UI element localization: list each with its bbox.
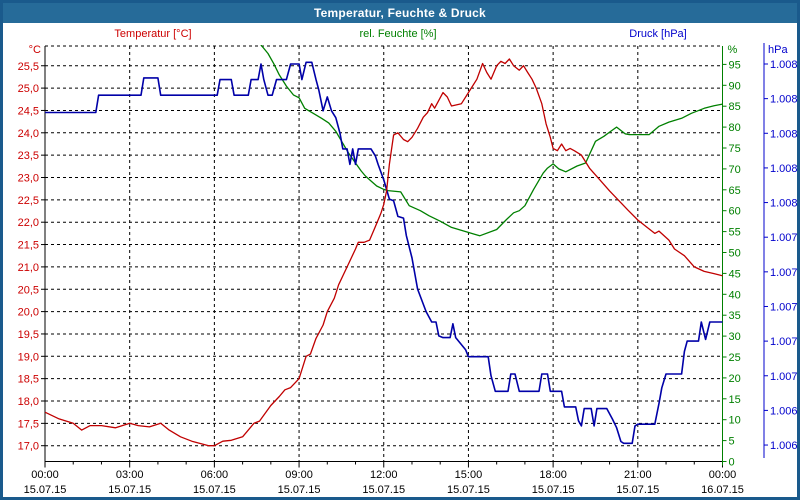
- left-axis-unit: °C: [29, 44, 41, 56]
- tick-label: 45: [729, 268, 741, 280]
- right-axis-pressure: hPa 1.008 1.008 1.008 1.008 1.008 1.007 1.007 1.…: [763, 43, 798, 458]
- x-tick-date: 15.07.15: [193, 484, 236, 496]
- tick-label: 1.008: [770, 94, 798, 106]
- humidity-axis-unit: %: [728, 44, 738, 56]
- tick-label: 85: [729, 101, 741, 113]
- tick-label: 24,5: [18, 105, 39, 117]
- x-tick-time: 03:00: [116, 469, 144, 481]
- x-tick-time: 00:00: [31, 469, 59, 481]
- tick-label: 40: [729, 289, 741, 301]
- chart-plot: °C 25,5 25,0 24,5 24,0 23,5 23,0 22,5 22,0 21,5 21…: [18, 43, 798, 496]
- tick-label: 1.006: [770, 405, 798, 417]
- tick-label: 0: [729, 457, 735, 469]
- tick-label: 70: [729, 164, 741, 176]
- tick-label: 20,0: [18, 307, 39, 319]
- humidity-line: [260, 45, 723, 237]
- tick-label: 95: [729, 59, 741, 71]
- tick-label: 5: [729, 436, 735, 448]
- x-tick-time: 15:00: [455, 469, 483, 481]
- tick-label: 20: [729, 373, 741, 385]
- legend-temperature: Temperatur [°C]: [114, 28, 192, 40]
- x-tick-date: 15.07.15: [278, 484, 321, 496]
- x-tick-time: 00:00: [709, 469, 737, 481]
- x-tick-date: 15.07.15: [362, 484, 405, 496]
- tick-label: 1.007: [770, 336, 798, 348]
- left-axis-temperature: °C 25,5 25,0 24,5 24,0 23,5 23,0 22,5 22,0 21,5 21…: [18, 44, 46, 462]
- tick-label: 1.006: [770, 440, 798, 452]
- tick-label: 75: [729, 143, 741, 155]
- tick-label: 1.008: [770, 163, 798, 175]
- tick-label: 1.008: [770, 128, 798, 140]
- tick-label: 18,5: [18, 374, 39, 386]
- tick-label: 19,0: [18, 351, 39, 363]
- tick-label: 23,0: [18, 173, 39, 185]
- tick-label: 1.007: [770, 267, 798, 279]
- tick-label: 55: [729, 227, 741, 239]
- pressure-line: [45, 61, 723, 445]
- tick-label: 50: [729, 248, 741, 260]
- tick-label: 90: [729, 80, 741, 92]
- window-title: Temperatur, Feuchte & Druck: [314, 6, 486, 20]
- x-tick-time: 09:00: [285, 469, 313, 481]
- window-titlebar: Temperatur, Feuchte & Druck: [3, 3, 797, 23]
- tick-label: 1.008: [770, 59, 798, 71]
- tick-label: 1.007: [770, 301, 798, 313]
- x-tick-time: 21:00: [624, 469, 652, 481]
- legend-pressure: Druck [hPa]: [629, 28, 687, 40]
- x-axis-time: 00:00 15.07.15 03:00 15.07.15 06:00 15.07.15 0…: [24, 461, 744, 496]
- series: [45, 45, 723, 447]
- x-tick-time: 18:00: [539, 469, 567, 481]
- tick-label: 35: [729, 310, 741, 322]
- tick-label: 65: [729, 185, 741, 197]
- tick-label: 24,0: [18, 128, 39, 140]
- x-tick-date: 15.07.15: [616, 484, 659, 496]
- legend-humidity: rel. Feuchte [%]: [359, 28, 437, 40]
- x-tick-time: 12:00: [370, 469, 398, 481]
- pressure-axis-unit: hPa: [768, 44, 788, 56]
- tick-label: 25,0: [18, 83, 39, 95]
- temperature-line: [45, 58, 723, 447]
- tick-label: 1.007: [770, 371, 798, 383]
- tick-label: 1.008: [770, 198, 798, 210]
- tick-label: 18,0: [18, 396, 39, 408]
- tick-label: 15: [729, 394, 741, 406]
- tick-label: 60: [729, 206, 741, 218]
- tick-label: 80: [729, 122, 741, 134]
- tick-label: 30: [729, 331, 741, 343]
- tick-label: 25,5: [18, 61, 39, 73]
- tick-label: 22,0: [18, 217, 39, 229]
- x-tick-time: 06:00: [201, 469, 229, 481]
- x-tick-date: 16.07.15: [701, 484, 744, 496]
- tick-label: 22,5: [18, 195, 39, 207]
- tick-label: 21,0: [18, 262, 39, 274]
- tick-label: 23,5: [18, 150, 39, 162]
- tick-label: 20,5: [18, 284, 39, 296]
- tick-label: 17,5: [18, 418, 39, 430]
- x-tick-date: 15.07.15: [447, 484, 490, 496]
- tick-label: 10: [729, 415, 741, 427]
- tick-label: 17,0: [18, 441, 39, 453]
- x-tick-date: 15.07.15: [108, 484, 151, 496]
- x-tick-date: 15.07.15: [532, 484, 575, 496]
- tick-label: 25: [729, 352, 741, 364]
- tick-label: 1.007: [770, 232, 798, 244]
- tick-label: 21,5: [18, 240, 39, 252]
- grid: [45, 45, 723, 462]
- x-tick-date: 15.07.15: [24, 484, 67, 496]
- tick-label: 19,5: [18, 329, 39, 341]
